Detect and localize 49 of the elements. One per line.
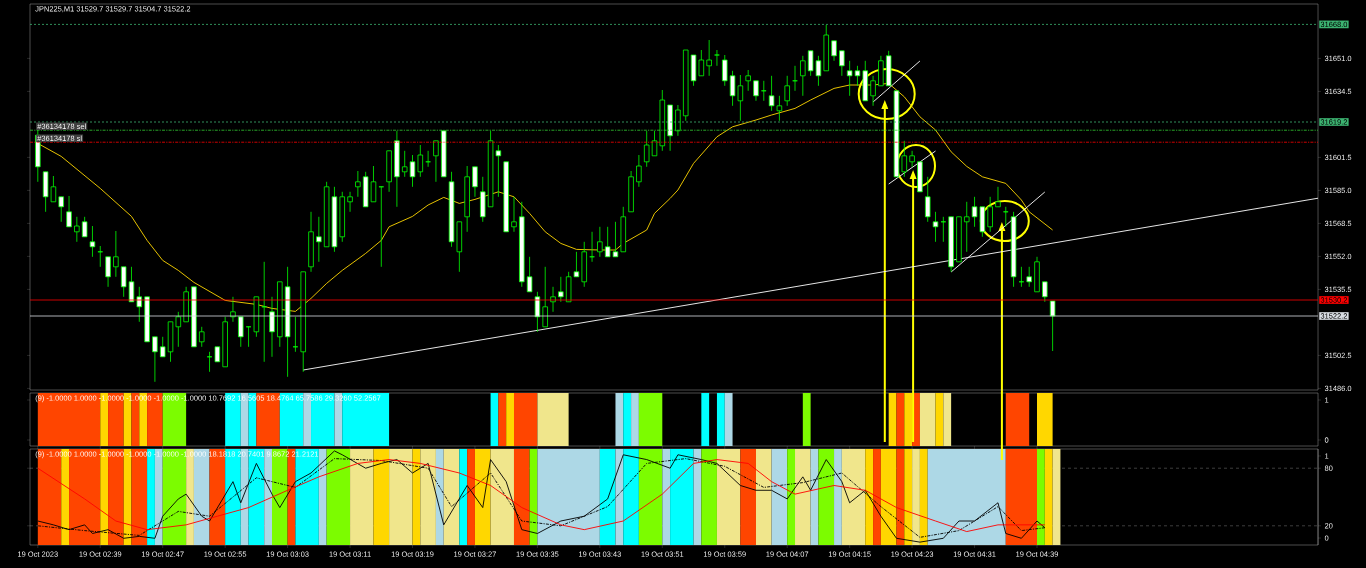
candlestick xyxy=(722,54,728,87)
candlestick xyxy=(870,75,876,107)
candlestick xyxy=(472,166,478,198)
candlestick xyxy=(113,230,119,278)
candlestick xyxy=(831,40,837,62)
candlestick xyxy=(417,144,424,178)
candlestick xyxy=(558,276,564,303)
candlestick xyxy=(433,140,439,183)
candlestick xyxy=(74,216,80,243)
candlestick xyxy=(269,296,275,358)
candlestick xyxy=(932,211,939,243)
candlestick xyxy=(1042,281,1048,303)
candlestick xyxy=(706,39,712,77)
candlestick xyxy=(964,201,970,253)
candlestick xyxy=(1026,266,1032,288)
candlestick xyxy=(839,50,845,77)
candlestick xyxy=(909,150,915,168)
candlestick xyxy=(800,55,806,97)
candlestick xyxy=(643,130,650,168)
candlestick xyxy=(347,191,353,213)
candlestick xyxy=(597,226,603,258)
candlestick xyxy=(995,186,1001,208)
candlestick xyxy=(81,216,88,238)
candlestick xyxy=(636,154,642,188)
candlestick xyxy=(409,154,416,188)
candlestick xyxy=(651,130,658,157)
candlestick xyxy=(901,140,908,178)
candlestick xyxy=(89,225,96,258)
candlestick xyxy=(66,195,72,228)
candlestick xyxy=(526,256,533,293)
candlestick xyxy=(542,266,548,328)
candlestick xyxy=(753,80,759,102)
candlestick xyxy=(675,104,681,137)
candlestick xyxy=(924,176,931,223)
candlestick xyxy=(159,336,166,358)
candlestick xyxy=(987,196,993,233)
candlestick xyxy=(745,69,751,92)
candlestick xyxy=(401,150,408,178)
candlestick xyxy=(714,49,720,67)
candlestick xyxy=(105,256,111,288)
candlestick xyxy=(238,316,244,348)
candlestick xyxy=(1049,300,1056,352)
candlestick xyxy=(355,170,361,198)
candlestick xyxy=(511,196,517,233)
candlestick xyxy=(784,75,790,107)
candlestick xyxy=(58,196,64,223)
candlestick xyxy=(152,336,158,383)
candlestick xyxy=(316,216,322,263)
candlestick xyxy=(198,326,205,348)
